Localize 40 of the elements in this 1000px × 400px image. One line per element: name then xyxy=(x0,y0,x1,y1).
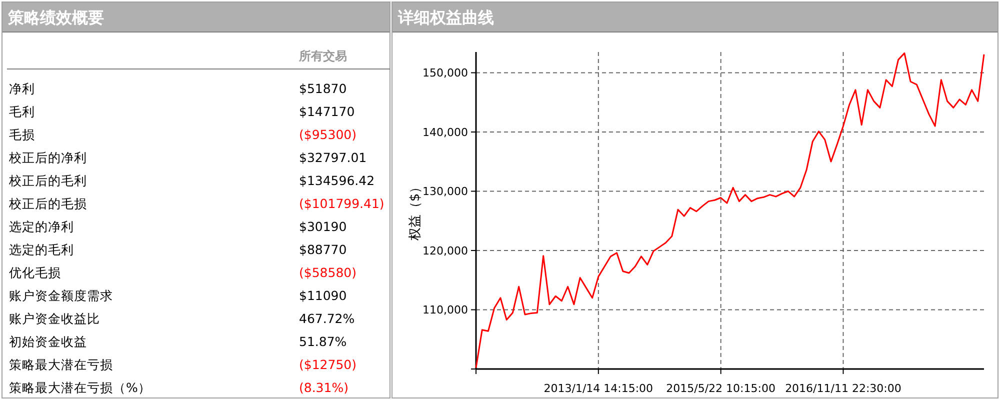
category-label: 优化毛损 xyxy=(9,265,61,280)
category-label: 策略最大潜在亏损（%） xyxy=(9,380,151,395)
category-label: 校正后的毛利 xyxy=(8,173,87,188)
category-label: 账户资金收益比 xyxy=(9,311,100,326)
text: $30190 xyxy=(299,219,347,234)
category-label: 选定的净利 xyxy=(9,219,74,234)
text: $88770 xyxy=(299,242,347,257)
y-tick-label: 130,000 xyxy=(422,185,468,198)
x-tick-label: 2015/5/22 10:15:00 xyxy=(666,382,776,395)
y-tick-label: 110,000 xyxy=(422,304,468,317)
y-tick-label: 120,000 xyxy=(422,244,468,258)
y-tick-label: 150,000 xyxy=(422,66,468,80)
category-label: 初始资金收益 xyxy=(9,334,87,349)
category-label: 净利 xyxy=(9,81,35,96)
category-label: 毛利 xyxy=(9,104,35,119)
category-label: 校正后的毛损 xyxy=(8,196,87,211)
y-axis-title: 权益（$） xyxy=(408,180,423,242)
text: $11090 xyxy=(299,288,347,303)
chart-title: 详细权益曲线 xyxy=(397,8,494,27)
category-label: 毛损 xyxy=(9,127,35,142)
x-tick-label: 2016/11/11 22:30:00 xyxy=(785,382,902,395)
text: 467.72% xyxy=(299,311,355,326)
text: ($12750) xyxy=(299,357,356,372)
text: $147170 xyxy=(299,104,355,119)
text: ($95300) xyxy=(299,127,356,142)
text: $134596.42 xyxy=(299,173,375,188)
y-tick-label: 140,000 xyxy=(422,126,468,139)
category-label: 选定的毛利 xyxy=(9,242,74,257)
text: 策略绩效概要 xyxy=(7,8,104,27)
text: $51870 xyxy=(299,81,347,96)
x-tick-label: 2013/1/14 14:15:00 xyxy=(544,382,654,395)
category-label: 账户资金额度需求 xyxy=(9,288,113,303)
text: (8.31%) xyxy=(299,380,348,395)
category-label: 策略最大潜在亏损 xyxy=(9,357,113,372)
text: $32797.01 xyxy=(299,150,367,165)
text: ($58580) xyxy=(299,265,356,280)
text: 51.87% xyxy=(299,334,347,349)
category-label: 校正后的净利 xyxy=(8,150,87,165)
text: 所有交易 xyxy=(298,49,347,63)
text: ($101799.41) xyxy=(299,196,384,211)
